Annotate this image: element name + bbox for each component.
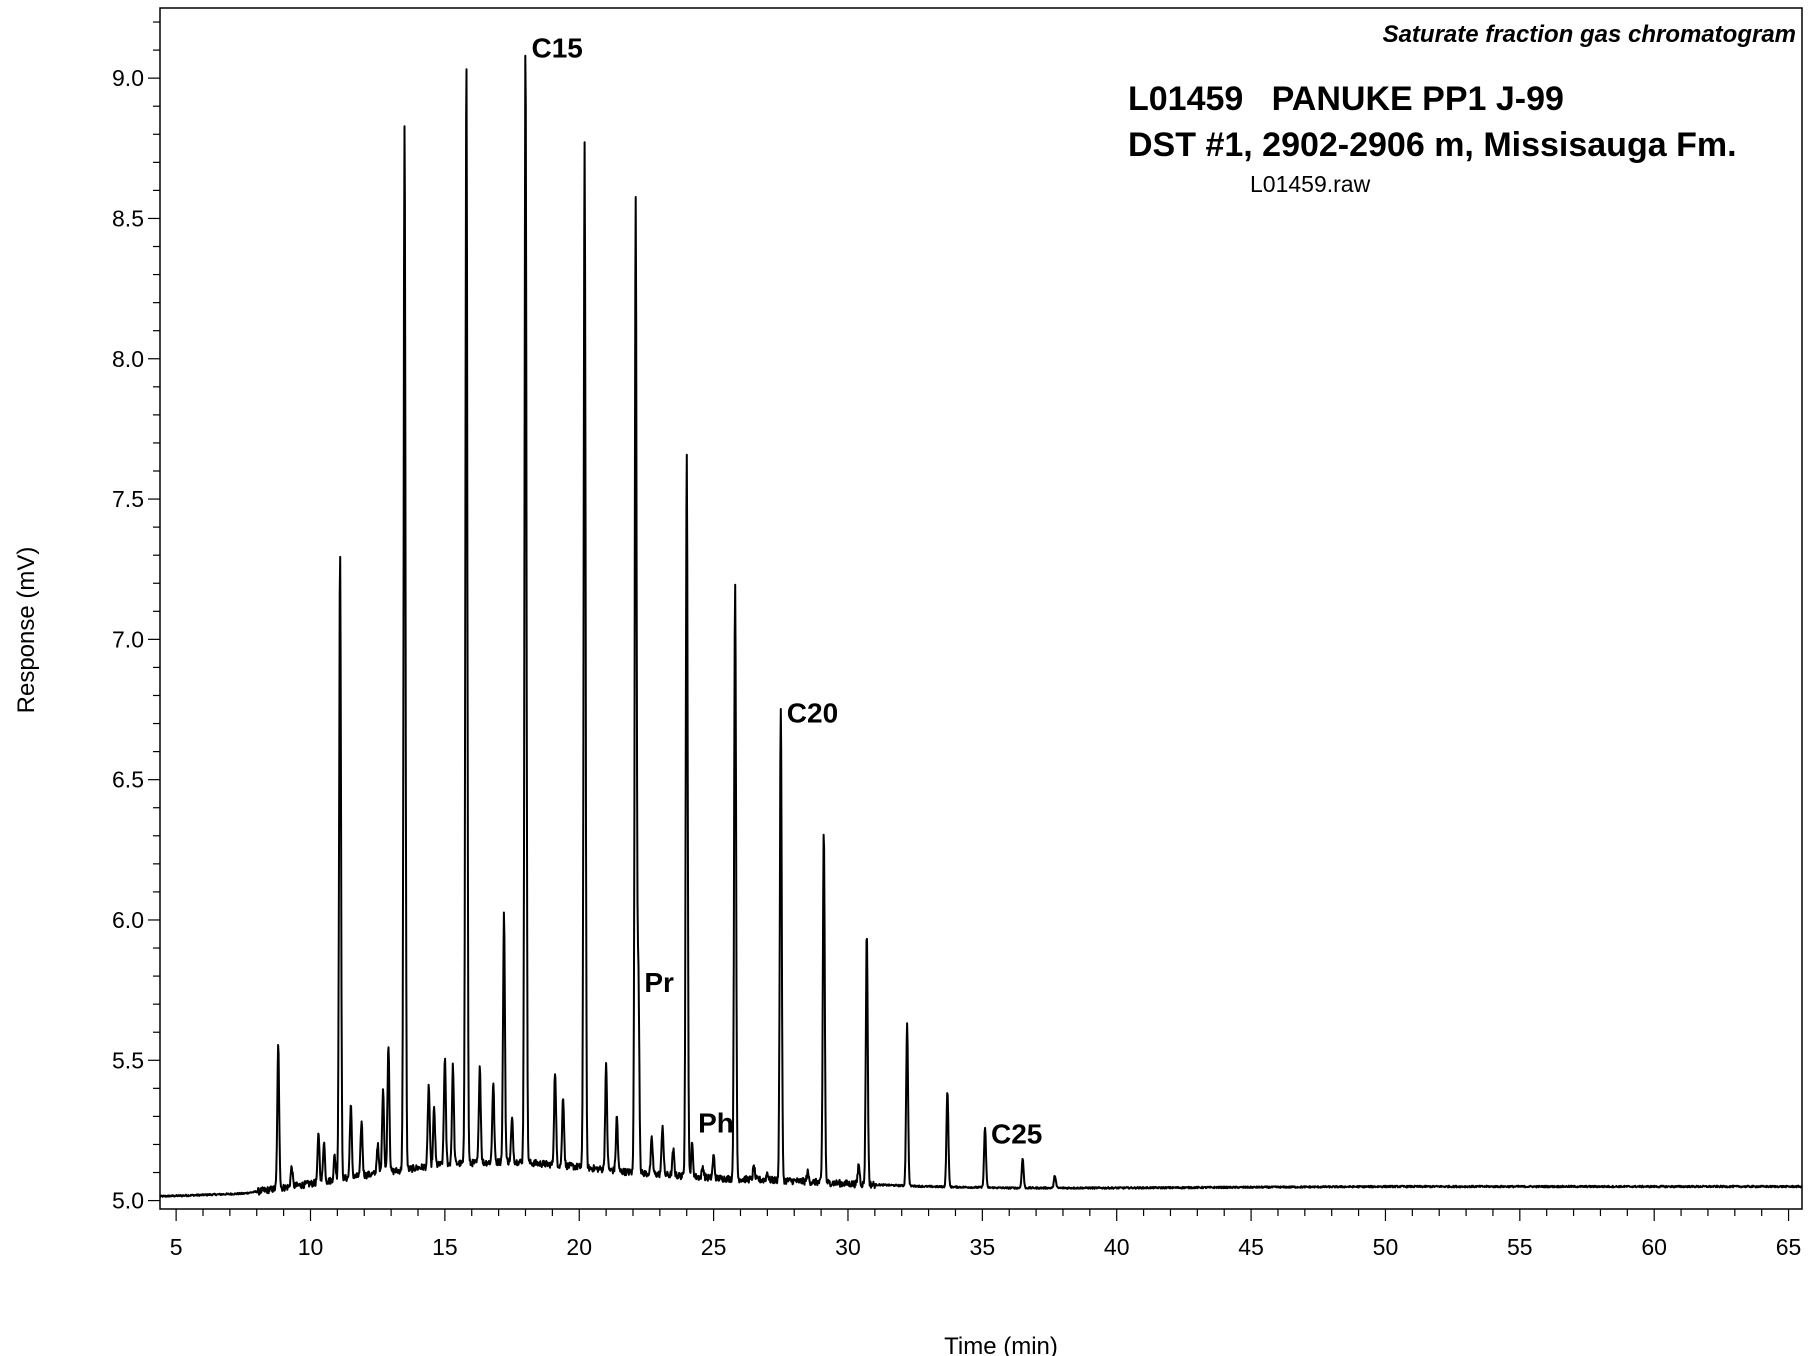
y-tick-label: 8.0 <box>112 346 144 372</box>
x-tick-label: 40 <box>1104 1234 1130 1260</box>
peak-label-c20: C20 <box>787 698 838 729</box>
chart-subtitle: Saturate fraction gas chromatogram <box>1383 21 1796 48</box>
x-tick-label: 30 <box>835 1234 861 1260</box>
x-tick-label: 60 <box>1641 1234 1667 1260</box>
file-label: L01459.raw <box>1250 171 1371 197</box>
y-tick-label: 5.5 <box>112 1047 144 1073</box>
y-axis: 5.0 5.5 6.0 6.5 7.0 7.5 8.0 8.5 9.0 <box>112 21 160 1214</box>
y-tick-label: 6.0 <box>112 907 144 933</box>
y-tick-label: 5.0 <box>112 1188 144 1214</box>
x-tick-label: 65 <box>1776 1234 1802 1260</box>
x-tick-label: 50 <box>1373 1234 1399 1260</box>
x-tick-label: 45 <box>1238 1234 1264 1260</box>
peak-label-pr: Pr <box>644 967 674 998</box>
x-tick-label: 25 <box>701 1234 727 1260</box>
x-tick-label: 35 <box>970 1234 996 1260</box>
peak-label-ph: Ph <box>698 1107 734 1138</box>
y-axis-label: Response (mV) <box>13 547 40 714</box>
chart-title-line-1: L01459 PANUKE PP1 J-99 <box>1128 80 1564 118</box>
plot-frame <box>159 7 1803 1210</box>
peak-labels: C15 Pr Ph C20 C25 <box>531 33 1042 1150</box>
x-tick-label: 15 <box>432 1234 458 1260</box>
y-tick-label: 6.5 <box>112 767 144 793</box>
x-axis: 5 10 15 20 25 30 35 40 45 50 55 60 65 <box>170 1209 1802 1260</box>
chart-title-line-2: DST #1, 2902-2906 m, Missisauga Fm. <box>1128 126 1737 164</box>
y-tick-label: 7.5 <box>112 486 144 512</box>
peak-label-c25: C25 <box>991 1119 1042 1150</box>
x-tick-label: 10 <box>298 1234 324 1260</box>
y-tick-label: 9.0 <box>112 65 144 91</box>
y-tick-label: 7.0 <box>112 626 144 652</box>
x-tick-label: 20 <box>566 1234 592 1260</box>
x-tick-label: 5 <box>170 1234 183 1260</box>
x-tick-label: 55 <box>1507 1234 1533 1260</box>
x-axis-label: Time (min) <box>944 1333 1058 1356</box>
y-tick-label: 8.5 <box>112 205 144 231</box>
chromatogram-trace <box>159 54 1803 1198</box>
peak-label-c15: C15 <box>531 33 582 64</box>
